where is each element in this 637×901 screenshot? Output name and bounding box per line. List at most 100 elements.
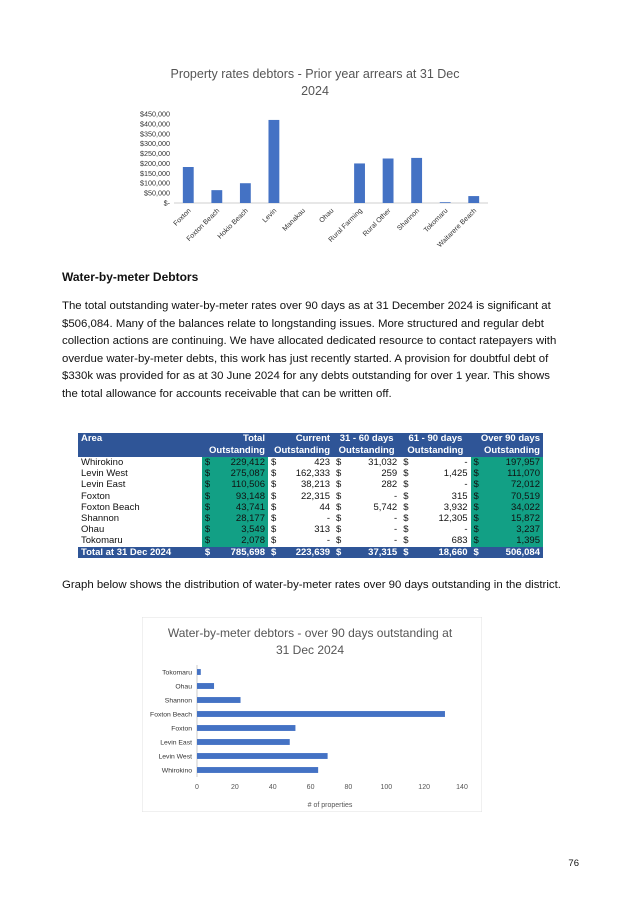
cell-area: Foxton Beach (81, 501, 140, 513)
cell-current: 162,333 (295, 468, 331, 480)
paragraph-water-by-meter: The total outstanding water-by-meter rat… (62, 300, 557, 400)
cell-total: 3,549 (214, 524, 268, 536)
cell-d31_60: - (394, 524, 398, 536)
bar-shannon (197, 697, 241, 703)
cell-total: 93,148 (214, 490, 268, 502)
y-tick-label: $200,000 (140, 159, 170, 168)
cell-currency: $ (403, 513, 409, 525)
cell-current: 223,639 (280, 546, 334, 558)
cell-currency: $ (270, 490, 277, 502)
bar-rural-other (382, 158, 394, 203)
cell-d61_90: 315 (451, 490, 468, 502)
header-total-2: Outstanding (201, 445, 268, 457)
cell-d61_90: 1,425 (443, 468, 468, 480)
cell-currency: $ (201, 501, 215, 514)
cell-currency: $ (270, 513, 277, 525)
cell-area: Tokomaru (81, 535, 123, 547)
cell-area: Levin West (81, 468, 128, 480)
bar-levin (268, 119, 280, 203)
cell-currency: $ (270, 535, 277, 547)
y-tick-label: $100,000 (140, 179, 170, 188)
x-tick-label: 80 (345, 784, 353, 791)
table-row: Tokomaru $2,078 $ - $ - $683 $1,395 (78, 535, 543, 547)
cell-currency: $ (336, 479, 342, 491)
cell-currency: $ (403, 535, 409, 547)
cell-currency: $ (267, 546, 281, 558)
cell-over90: 111,070 (483, 468, 543, 480)
cell-currency: $ (336, 524, 342, 536)
cell-over90: 72,012 (483, 479, 543, 491)
chart-title: Property rates debtors - Prior year arre… (170, 67, 459, 81)
cell-d61_90: - (464, 479, 468, 491)
y-tick-label: $150,000 (140, 169, 170, 178)
cell-currency: $ (403, 524, 409, 536)
table-row: Foxton Beach $43,741 $44 $5,742 $3,932 $34,02… (78, 501, 543, 514)
cell-currency: $ (270, 524, 277, 536)
table-row: Shannon $28,177 $ - $ - $12,305 $15,872 (78, 513, 543, 525)
y-tick-label: Whirokino (162, 768, 192, 775)
bar-tokomaru (439, 202, 451, 203)
cell-current: - (326, 535, 331, 547)
bar-foxton-beach (197, 711, 445, 717)
cell-currency: $ (336, 501, 342, 513)
table-row: Whirokino $229,412 $423 $31,032 $ - $197,957 (78, 457, 543, 469)
cell-currency: $ (470, 513, 484, 525)
cell-current: 313 (314, 524, 331, 536)
cell-currency: $ (201, 535, 215, 547)
cell-total: 785,698 (214, 546, 268, 558)
cell-currency: $ (470, 468, 484, 480)
cell-current: 22,315 (300, 490, 331, 502)
cell-over90: 3,237 (483, 524, 543, 536)
cell-currency: $ (470, 457, 484, 469)
table-header-row: Area Total Current 31 - 60 days 61 - 90 … (78, 433, 543, 445)
x-tick-label: Ohau (318, 207, 335, 224)
y-tick-label: $50,000 (144, 189, 170, 198)
cell-currency: $ (336, 468, 342, 480)
cell-area: Whirokino (81, 457, 124, 468)
cell-currency: $ (403, 457, 409, 468)
header-area: Area (78, 433, 202, 445)
y-tick-label: $300,000 (140, 139, 170, 148)
x-tick-label: Shannon (396, 207, 421, 232)
x-tick-label: 120 (418, 784, 430, 791)
cell-over90: 15,872 (483, 513, 543, 525)
y-tick-label: Tokomaru (162, 670, 192, 677)
bar-ohau (197, 683, 215, 689)
bar-tokomaru (197, 669, 201, 675)
cell-d61_90: - (464, 524, 468, 536)
header-current: Current (267, 433, 334, 445)
cell-currency: $ (201, 490, 215, 502)
x-tick-label: Foxton (173, 207, 193, 227)
cell-currency: $ (270, 468, 277, 480)
cell-currency: $ (336, 513, 342, 525)
cell-currency: $ (336, 490, 342, 502)
bar-levin-west (197, 753, 328, 759)
y-tick-label: $- (164, 199, 171, 208)
header-61-90-2: Outstanding (400, 445, 471, 457)
header-total: Total (201, 433, 268, 445)
x-tick-label: 140 (456, 784, 468, 791)
cell-d31_60: 31,032 (368, 457, 398, 468)
cell-d61_90: 683 (451, 535, 468, 547)
cell-area: Ohau (81, 524, 105, 536)
paragraph-graph-intro: Graph below shows the distribution of wa… (62, 579, 561, 591)
cell-total: 43,741 (214, 501, 268, 514)
cell-currency: $ (270, 501, 277, 513)
cell-d61_90: 3,932 (443, 501, 468, 513)
cell-currency: $ (336, 457, 342, 468)
cell-currency: $ (201, 457, 215, 469)
cell-currency: $ (270, 479, 277, 491)
cell-currency: $ (403, 490, 409, 502)
cell-d61_90: 18,660 (412, 546, 471, 558)
cell-currency: $ (470, 535, 484, 547)
cell-d31_60: - (394, 535, 398, 547)
chart-title: Water-by-meter debtors - over 90 days ou… (168, 626, 453, 640)
property-rates-chart: Property rates debtors - Prior year arre… (140, 67, 488, 249)
cell-currency: $ (470, 501, 484, 514)
y-tick-label: $350,000 (140, 129, 170, 138)
x-tick-label: Hokio Beach (217, 207, 250, 240)
cell-currency: $ (201, 546, 215, 558)
cell-currency: $ (470, 490, 484, 502)
bar-waitarere-beach (468, 196, 480, 203)
chart-title-line2: 2024 (301, 84, 329, 98)
